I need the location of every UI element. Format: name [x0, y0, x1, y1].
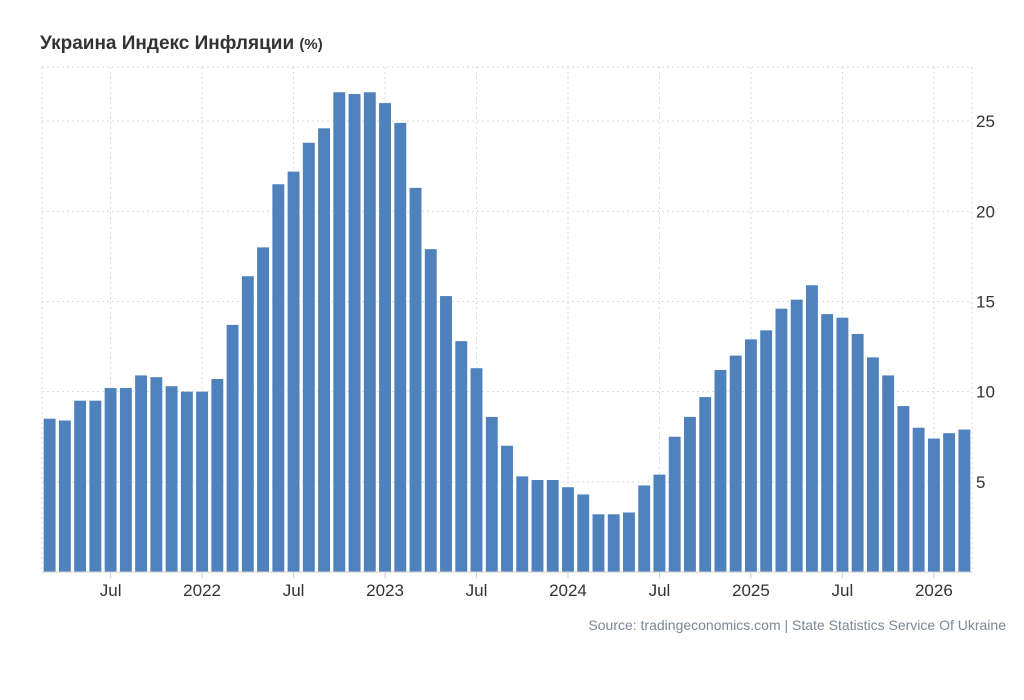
- bar: [501, 445, 513, 572]
- bar: [592, 514, 605, 572]
- bar: [150, 377, 163, 572]
- bar: [89, 400, 102, 572]
- x-tick-label: 2022: [183, 581, 221, 600]
- bar: [882, 375, 895, 572]
- bar: [577, 494, 590, 572]
- source-text: Source: tradingeconomics.com | State Sta…: [588, 617, 1006, 633]
- bar: [470, 368, 483, 572]
- bar: [866, 357, 879, 573]
- bar: [104, 388, 117, 572]
- chart-title: Украина Индекс Инфляции (%): [40, 33, 323, 55]
- x-tick-label: Jul: [832, 581, 854, 600]
- bar: [836, 317, 849, 572]
- bar: [302, 142, 315, 572]
- bar: [638, 485, 651, 572]
- bar: [135, 375, 148, 572]
- bar: [74, 400, 87, 572]
- bar: [851, 333, 864, 572]
- chart-title-unit: (%): [299, 36, 323, 53]
- bar: [897, 406, 910, 572]
- bar: [562, 487, 574, 572]
- bar: [58, 420, 71, 572]
- bar: [287, 171, 300, 573]
- bar-series: [43, 92, 971, 573]
- y-tick-label: 5: [976, 473, 985, 492]
- y-tick-label: 10: [976, 383, 995, 402]
- bar: [653, 474, 666, 572]
- bar: [546, 480, 559, 572]
- x-tick-label: 2024: [549, 581, 587, 600]
- x-tick-label: Jul: [283, 581, 305, 600]
- bar: [180, 391, 193, 572]
- bar: [805, 285, 818, 572]
- bar: [272, 184, 285, 573]
- bar: [516, 476, 529, 572]
- bar: [912, 427, 925, 572]
- bar: [668, 436, 681, 572]
- bar: [318, 128, 330, 572]
- bar: [790, 299, 803, 572]
- bar: [165, 386, 178, 572]
- x-tick-label: Jul: [100, 581, 122, 600]
- bar: [714, 370, 727, 572]
- bar: [211, 379, 224, 572]
- y-tick-label: 25: [976, 112, 995, 131]
- bar: [607, 514, 620, 572]
- bar: [958, 429, 971, 572]
- bar: [226, 324, 239, 572]
- bar: [333, 92, 346, 572]
- bar: [729, 355, 742, 572]
- bar: [699, 397, 712, 572]
- bar: [744, 339, 757, 572]
- x-tick-label: Jul: [649, 581, 671, 600]
- bar: [927, 438, 940, 572]
- bar: [775, 308, 788, 572]
- bar: [821, 314, 834, 572]
- bar: [257, 247, 270, 573]
- bar: [485, 416, 498, 572]
- bar: [348, 94, 361, 573]
- bar: [43, 418, 56, 572]
- bar: [119, 388, 132, 572]
- bar: [760, 330, 773, 572]
- bar: [196, 391, 209, 572]
- x-tick-label: 2026: [915, 581, 953, 600]
- bar: [241, 276, 254, 572]
- bar: [623, 512, 635, 572]
- y-tick-label: 15: [976, 292, 995, 311]
- bar: [424, 249, 437, 572]
- bar: [394, 122, 407, 572]
- x-tick-label: 2025: [732, 581, 770, 600]
- bar: [684, 416, 696, 572]
- bar: [379, 103, 391, 572]
- bar: [455, 341, 468, 572]
- bar: [409, 187, 422, 572]
- x-tick-label: Jul: [466, 581, 488, 600]
- y-tick-label: 20: [976, 202, 995, 221]
- chart-title-text: Украина Индекс Инфляции: [40, 33, 295, 54]
- x-tick-label: 2023: [366, 581, 404, 600]
- bar: [363, 92, 376, 572]
- bar: [531, 480, 544, 572]
- bar: [440, 296, 452, 572]
- bar: [943, 433, 956, 573]
- axes: Jul 2022 Jul 2023 Jul 2024 Jul 2025 Jul 202651015…: [42, 112, 995, 600]
